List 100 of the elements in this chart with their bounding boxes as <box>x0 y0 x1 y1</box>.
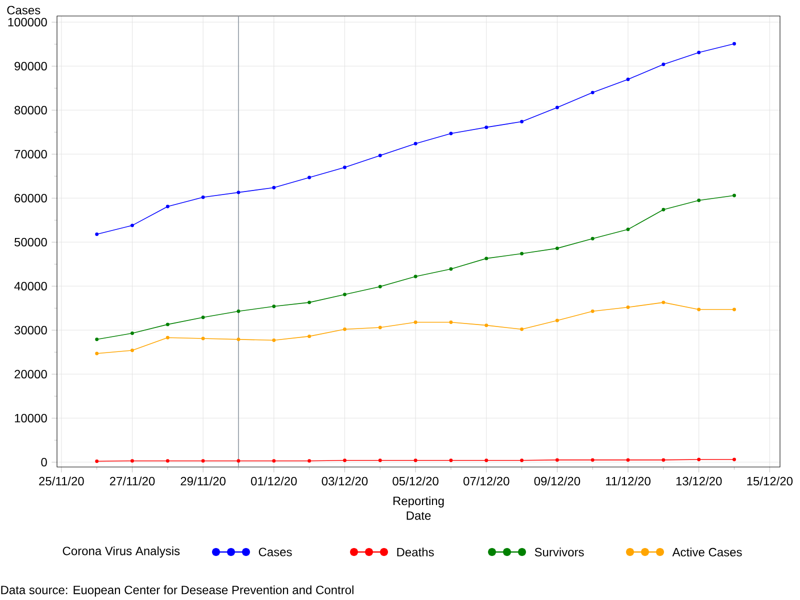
point <box>95 338 99 342</box>
point <box>166 336 170 340</box>
point <box>449 267 453 271</box>
x-tick-label: 01/12/20 <box>251 476 297 486</box>
point <box>520 458 524 462</box>
point <box>95 232 99 236</box>
y-tick-label: 50000 <box>14 238 47 246</box>
y-tick-label: 10000 <box>14 414 47 422</box>
point <box>342 328 346 332</box>
point <box>449 458 453 462</box>
point <box>626 458 630 462</box>
point <box>272 304 276 308</box>
point <box>236 190 240 194</box>
point <box>414 274 418 278</box>
point <box>272 459 276 463</box>
x-tick-label: 11/12/20 <box>606 476 650 486</box>
point <box>378 458 382 462</box>
point <box>732 194 736 198</box>
point <box>555 106 559 110</box>
y-tick-label: 0 <box>41 458 47 466</box>
x-tick-label: 25/11/20 <box>39 476 84 486</box>
point <box>236 310 240 313</box>
y-tick-label: 60000 <box>14 194 47 202</box>
point <box>414 320 418 324</box>
point <box>555 458 559 462</box>
point <box>130 459 134 463</box>
point <box>414 458 418 462</box>
point <box>414 142 418 146</box>
legend-label: Deaths <box>397 548 434 556</box>
y-tick-label: 80000 <box>14 106 47 114</box>
point <box>484 126 488 130</box>
point <box>520 328 524 332</box>
point <box>236 459 240 463</box>
point <box>201 196 205 200</box>
point <box>449 132 453 136</box>
x-tick-label: 29/11/20 <box>180 476 226 486</box>
x-tick-label: 05/12/20 <box>392 476 438 486</box>
point <box>626 228 630 232</box>
point <box>378 284 382 288</box>
point <box>697 50 701 54</box>
point <box>342 458 346 462</box>
y-tick-label: 40000 <box>14 282 47 290</box>
y-tick-label: 30000 <box>14 326 47 334</box>
point <box>95 460 99 464</box>
point <box>520 120 524 124</box>
point <box>590 90 594 94</box>
point <box>378 154 382 158</box>
point <box>130 348 134 352</box>
point <box>662 458 666 462</box>
x-tick-label: 09/12/20 <box>534 476 580 486</box>
x-tick-label: 27/11/20 <box>110 476 155 486</box>
point <box>662 208 666 212</box>
point <box>732 458 736 462</box>
point <box>590 236 594 240</box>
point <box>236 338 240 342</box>
point <box>166 204 170 208</box>
legend-label: Active Cases <box>672 548 742 556</box>
point <box>484 256 488 260</box>
x-tick-label: 15/12/20 <box>747 476 793 486</box>
y-tick-label: 20000 <box>14 370 47 378</box>
point <box>166 459 170 463</box>
point <box>272 338 276 342</box>
point <box>201 459 205 463</box>
point <box>378 326 382 330</box>
point <box>201 316 205 320</box>
x-tick-label: 07/12/20 <box>463 476 510 486</box>
y-tick-label: 90000 <box>14 62 47 70</box>
legend-label: Cases <box>258 548 292 556</box>
point <box>626 78 630 82</box>
point <box>697 198 701 202</box>
point <box>590 458 594 462</box>
point <box>308 176 312 180</box>
point <box>95 352 99 356</box>
point <box>555 246 559 250</box>
point <box>520 252 524 256</box>
x-axis-title: Reporting Date <box>393 496 444 520</box>
point <box>308 300 312 304</box>
point <box>484 324 488 328</box>
point <box>662 300 666 304</box>
source-note: Data source: Euopean Center for Desease Prevention and Control <box>1 585 354 597</box>
point <box>201 336 205 340</box>
point <box>308 334 312 338</box>
point <box>166 322 170 326</box>
point <box>449 320 453 324</box>
y-tick-label: 70000 <box>14 150 47 158</box>
legend-title: Corona Virus Analysis <box>62 546 180 558</box>
point <box>732 308 736 312</box>
point <box>308 459 312 463</box>
point <box>697 308 701 312</box>
point <box>590 310 594 313</box>
y-tick-label: 100000 <box>8 18 47 26</box>
point <box>484 458 488 462</box>
point <box>342 166 346 170</box>
point <box>697 458 701 462</box>
point <box>130 332 134 335</box>
x-tick-label: 03/12/20 <box>322 476 368 486</box>
point <box>342 292 346 296</box>
point <box>130 224 134 228</box>
point <box>732 42 736 46</box>
x-tick-label: 13/12/20 <box>676 476 722 486</box>
